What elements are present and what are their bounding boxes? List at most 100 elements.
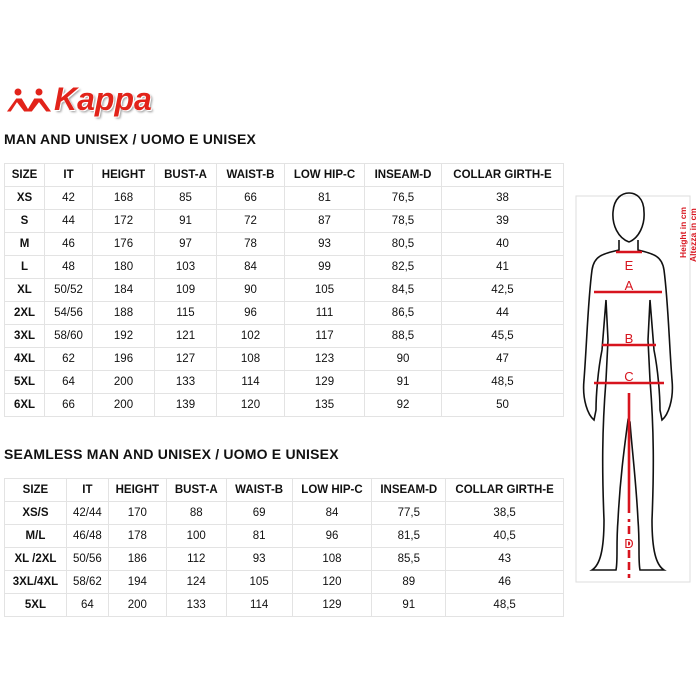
table-row: 5XL 64 200 133 114 129 91 48,5	[4, 593, 564, 617]
table-cell: 186	[107, 547, 167, 571]
size-cell: XL /2XL	[4, 547, 67, 571]
height-label-en: Height in cm	[678, 207, 688, 258]
table-cell: 184	[92, 278, 155, 302]
table-cell: 46	[44, 232, 93, 256]
table-cell: 50/56	[65, 547, 109, 571]
column-header: COLLAR GIRTH-E	[445, 478, 564, 502]
table-cell: 48,5	[445, 593, 564, 617]
header-row: SIZE IT HEIGHT BUST-A WAIST-B LOW HIP-C INSEAM…	[4, 163, 564, 187]
table-row: XL 50/52 184 109 90 105 84,5 42,5	[4, 278, 564, 302]
table-cell: 46/48	[65, 524, 109, 548]
table-cell: 200	[92, 393, 155, 417]
table-cell: 81	[284, 186, 365, 210]
column-header: IT	[65, 478, 109, 502]
table-cell: 105	[225, 570, 293, 594]
size-cell: 5XL	[4, 593, 67, 617]
table-cell: 170	[107, 501, 167, 525]
table-cell: 196	[92, 347, 155, 371]
table-cell: 88	[165, 501, 227, 525]
table-cell: 40,5	[445, 524, 564, 548]
table-cell: 129	[284, 370, 365, 394]
table-cell: 117	[284, 324, 365, 348]
label-e: E	[625, 258, 634, 273]
table-cell: 121	[154, 324, 217, 348]
table-cell: 46	[445, 570, 564, 594]
label-d: D	[624, 536, 633, 551]
table-row: 3XL/4XL 58/62 194 124 105 120 89 46	[4, 570, 564, 594]
logo-wordmark: Kappa	[54, 81, 152, 117]
table-cell: 84	[216, 255, 285, 279]
table-cell: 50	[441, 393, 564, 417]
table-cell: 42	[44, 186, 93, 210]
table-cell: 64	[44, 370, 93, 394]
size-cell: 6XL	[4, 393, 45, 417]
column-header: HEIGHT	[92, 163, 155, 187]
table-row: XS/S 42/44 170 88 69 84 77,5 38,5	[4, 501, 564, 525]
table-cell: 172	[92, 209, 155, 233]
table-cell: 90	[216, 278, 285, 302]
table-cell: 99	[284, 255, 365, 279]
table-cell: 123	[284, 347, 365, 371]
table-cell: 76,5	[364, 186, 442, 210]
column-header: COLLAR GIRTH-E	[441, 163, 564, 187]
table-cell: 41	[441, 255, 564, 279]
table-cell: 58/62	[65, 570, 109, 594]
table-row: M/L 46/48 178 100 81 96 81,5 40,5	[4, 524, 564, 548]
table-cell: 66	[44, 393, 93, 417]
table-cell: 112	[165, 547, 227, 571]
table-cell: 43	[445, 547, 564, 571]
table-row: 5XL 64 200 133 114 129 91 48,5	[4, 370, 564, 394]
table-cell: 91	[371, 593, 447, 617]
table-cell: 96	[216, 301, 285, 325]
column-header: LOW HIP-C	[291, 478, 373, 502]
table-cell: 168	[92, 186, 155, 210]
column-header: WAIST-B	[225, 478, 293, 502]
table-cell: 120	[291, 570, 373, 594]
table-cell: 85,5	[371, 547, 447, 571]
table-cell: 42/44	[65, 501, 109, 525]
table-row: L 48 180 103 84 99 82,5 41	[4, 255, 564, 279]
table-cell: 64	[65, 593, 109, 617]
table-cell: 200	[92, 370, 155, 394]
table-cell: 96	[291, 524, 373, 548]
table-row: S 44 172 91 72 87 78,5 39	[4, 209, 564, 233]
table-cell: 180	[92, 255, 155, 279]
table-cell: 78,5	[364, 209, 442, 233]
height-label-it: Altezza in cm	[688, 208, 698, 262]
column-header: INSEAM-D	[364, 163, 442, 187]
table-cell: 105	[284, 278, 365, 302]
table-cell: 84	[291, 501, 373, 525]
table-cell: 38,5	[445, 501, 564, 525]
table-cell: 108	[291, 547, 373, 571]
table-cell: 114	[216, 370, 285, 394]
size-cell: 3XL	[4, 324, 45, 348]
table-cell: 66	[216, 186, 285, 210]
table-cell: 81	[225, 524, 293, 548]
column-header: BUST-A	[154, 163, 217, 187]
table-row: M 46 176 97 78 93 80,5 40	[4, 232, 564, 256]
man-unisex-size-table: SIZE IT HEIGHT BUST-A WAIST-B LOW HIP-C INSEAM…	[4, 163, 564, 417]
table-cell: 188	[92, 301, 155, 325]
table-cell: 93	[225, 547, 293, 571]
table-cell: 133	[154, 370, 217, 394]
column-header: HEIGHT	[107, 478, 167, 502]
table-cell: 85	[154, 186, 217, 210]
table-cell: 38	[441, 186, 564, 210]
table-cell: 133	[165, 593, 227, 617]
table-cell: 84,5	[364, 278, 442, 302]
table-cell: 77,5	[371, 501, 447, 525]
table-cell: 176	[92, 232, 155, 256]
column-header: WAIST-B	[216, 163, 285, 187]
column-header: BUST-A	[165, 478, 227, 502]
size-cell: M	[4, 232, 45, 256]
size-cell: XL	[4, 278, 45, 302]
size-cell: 4XL	[4, 347, 45, 371]
column-header: SIZE	[4, 478, 67, 502]
table-cell: 50/52	[44, 278, 93, 302]
header-row: SIZE IT HEIGHT BUST-A WAIST-B LOW HIP-C INSEAM…	[4, 478, 564, 502]
size-cell: 5XL	[4, 370, 45, 394]
table-cell: 120	[216, 393, 285, 417]
figure-frame	[575, 195, 691, 583]
kappa-logo: Kappa	[4, 81, 184, 118]
table-cell: 93	[284, 232, 365, 256]
